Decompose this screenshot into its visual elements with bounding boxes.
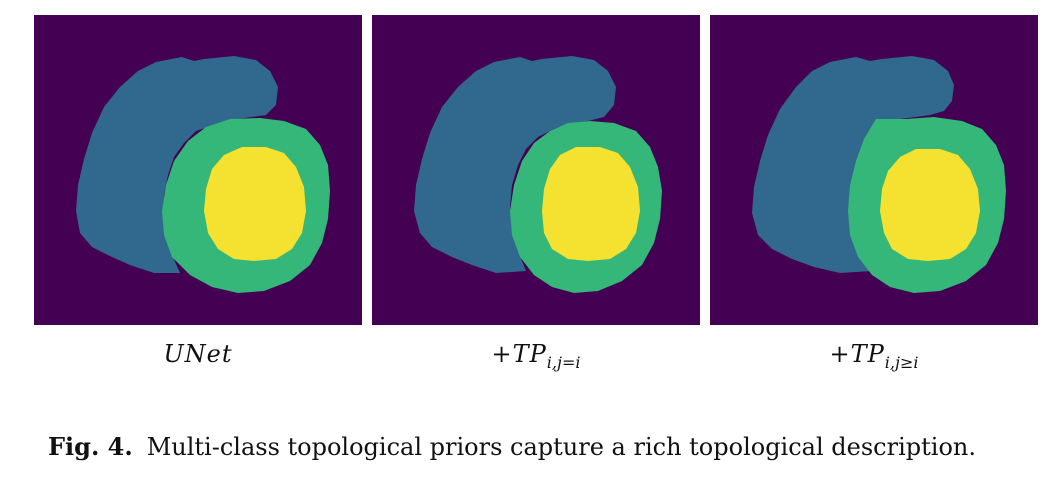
yellow-region: [204, 147, 306, 261]
panel-label-unet: UNet: [34, 340, 362, 372]
panel-label-tp-geq: +TPi,j≥i: [710, 340, 1038, 372]
segmentation-panel-tp-eq: [372, 15, 700, 325]
panel-label-main: UNet: [163, 340, 233, 368]
blue-region: [76, 56, 278, 273]
blue-region: [752, 56, 954, 273]
segmentation-panel-tp-geq: [710, 15, 1038, 325]
panel-label-main: +TP: [829, 340, 885, 368]
figure-caption-label: Fig. 4.: [48, 432, 133, 461]
panel-label-subscript: i,j≥i: [884, 353, 919, 372]
panel-label-main: +TP: [491, 340, 547, 368]
figure-caption: Fig. 4. Multi-class topological priors ca…: [48, 432, 1028, 461]
yellow-region: [542, 147, 640, 261]
figure-caption-text: Multi-class topological priors capture a…: [146, 433, 976, 461]
segmentation-panel-unet: [34, 15, 362, 325]
blue-region: [414, 56, 616, 273]
yellow-region: [880, 149, 980, 261]
figure-panels: [34, 15, 1038, 325]
panel-label-subscript: i,j=i: [546, 353, 581, 372]
panel-label-tp-eq: +TPi,j=i: [372, 340, 700, 372]
